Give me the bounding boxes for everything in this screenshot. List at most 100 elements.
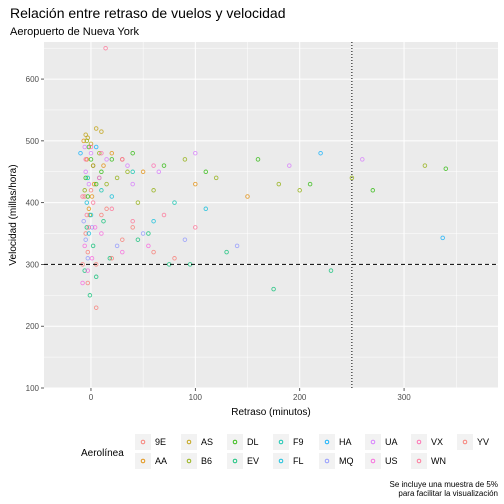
- data-point-9e: [130, 225, 135, 230]
- data-point-mq: [182, 237, 188, 242]
- data-point-wn: [161, 212, 167, 218]
- data-point-9e: [151, 249, 156, 255]
- data-point-ua: [82, 144, 87, 150]
- data-point-ev: [101, 218, 106, 224]
- data-point-b6: [213, 175, 219, 181]
- legend-key: [135, 453, 151, 469]
- data-point-us: [85, 268, 91, 273]
- data-point-9e: [104, 206, 109, 212]
- data-point-9e: [82, 194, 87, 199]
- legend-item-ha: HA: [319, 434, 352, 450]
- x-tick-label: 100: [189, 393, 203, 402]
- legend-key: [227, 453, 243, 469]
- legend-item-ev: EV: [227, 453, 259, 469]
- data-point-ev: [93, 274, 99, 280]
- legend-key: [319, 434, 335, 450]
- data-point-fl: [151, 218, 156, 224]
- data-point-fl: [84, 200, 90, 205]
- legend-label: VX: [431, 437, 443, 447]
- data-point-vx: [151, 163, 156, 168]
- legend-key: [457, 434, 473, 450]
- legend-key: [411, 453, 427, 469]
- data-point-us: [120, 249, 125, 255]
- data-point-9e: [93, 305, 99, 310]
- legend-item-ua: UA: [365, 434, 398, 450]
- legend-item-us: US: [365, 453, 398, 469]
- data-point-b6: [97, 150, 102, 156]
- data-point-b6: [90, 163, 96, 168]
- data-point-ha: [78, 150, 83, 156]
- legend-item-b6: B6: [181, 453, 212, 469]
- legend-label: US: [385, 456, 398, 466]
- data-point-aa: [245, 194, 250, 199]
- caption-line-2: para facilitar la visualización: [398, 489, 498, 498]
- legend-key: [411, 434, 427, 450]
- data-point-aa: [193, 181, 198, 187]
- data-point-b6: [104, 181, 109, 187]
- data-point-wn: [90, 200, 96, 205]
- data-point-vx: [83, 157, 88, 162]
- data-point-b6: [135, 200, 141, 205]
- legend-label: DL: [247, 437, 259, 447]
- legend-key-point: [140, 458, 146, 464]
- data-point-wn: [80, 194, 85, 199]
- legend-key-point: [370, 458, 376, 464]
- reference-lines: [44, 42, 498, 388]
- legend-title: Aerolínea: [81, 448, 124, 459]
- data-point-ev: [90, 243, 96, 249]
- data-point-wn: [84, 212, 90, 218]
- x-tick-label: 300: [397, 393, 411, 402]
- legend-key: [135, 434, 151, 450]
- data-point-ev: [82, 268, 87, 273]
- data-point-yv: [109, 256, 115, 261]
- data-point-dl: [86, 144, 92, 150]
- data-point-ev: [84, 225, 90, 230]
- caption-line-1: Se incluye una muestra de 5%: [389, 480, 498, 489]
- legend-key: [365, 434, 381, 450]
- data-point-b6: [82, 188, 87, 193]
- data-point-fl: [109, 194, 115, 199]
- legend-item-aa: AA: [135, 453, 167, 469]
- data-point-dl: [255, 157, 261, 162]
- data-point-dl: [109, 157, 115, 162]
- legend-key-point: [232, 439, 238, 445]
- data-point-ha: [440, 235, 445, 241]
- legend-key: [273, 453, 289, 469]
- legend-item-as: AS: [181, 434, 213, 450]
- legend-label: FL: [293, 456, 304, 466]
- legend-label: EV: [247, 456, 259, 466]
- data-point-ev: [107, 256, 113, 261]
- data-point-aa: [81, 138, 86, 144]
- data-point-aa: [89, 194, 95, 199]
- data-point-b6: [349, 175, 355, 181]
- legend-key-point: [232, 458, 238, 464]
- data-point-b6: [125, 169, 130, 175]
- data-point-as: [99, 129, 104, 134]
- data-point-wn: [86, 225, 92, 230]
- legend-key-point: [416, 458, 422, 464]
- data-point-ev: [87, 293, 93, 298]
- data-point-dl: [99, 169, 104, 175]
- legend-label: AA: [155, 456, 167, 466]
- data-point-mq: [83, 237, 88, 242]
- data-point-ua: [97, 175, 102, 181]
- x-axis-ticks: 0 100 200 300: [89, 388, 411, 402]
- data-point-dl: [88, 157, 94, 162]
- data-point-mq: [81, 218, 86, 224]
- legend-item-9e: 9E: [135, 434, 166, 450]
- legend-key-point: [324, 458, 330, 464]
- legend-item-mq: MQ: [319, 453, 354, 469]
- data-point-mq: [85, 256, 91, 261]
- data-point-b6: [182, 157, 188, 162]
- legend-item-yv: YV: [457, 434, 489, 450]
- data-point-ev: [135, 237, 141, 242]
- data-point-fl: [203, 206, 209, 212]
- data-point-f9: [85, 175, 91, 181]
- data-point-ua: [104, 157, 109, 162]
- data-point-aa: [140, 169, 146, 175]
- y-tick-label: 400: [26, 199, 40, 208]
- data-point-ua: [193, 150, 198, 156]
- data-point-f9: [130, 169, 135, 175]
- data-point-fl: [88, 212, 94, 218]
